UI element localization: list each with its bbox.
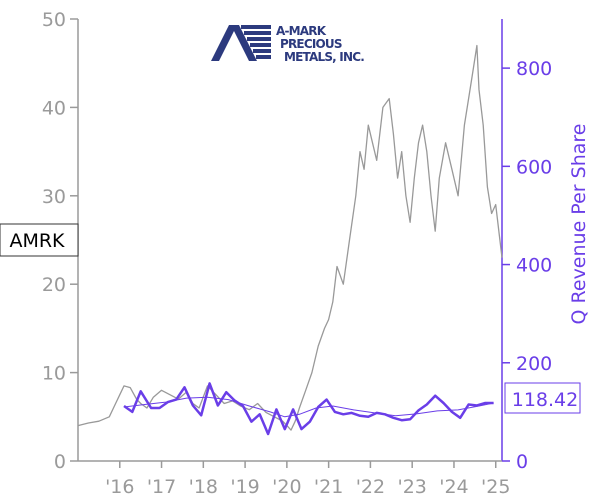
left-tick-label: 40	[42, 97, 66, 119]
x-tick-label: '16	[105, 476, 134, 498]
price-line	[77, 44, 503, 431]
x-tick-label: '17	[147, 476, 176, 498]
logo-stripe	[247, 37, 271, 41]
x-tick-label: '18	[189, 476, 218, 498]
right-tick-label: 0	[516, 451, 528, 473]
left-tick-label: 0	[54, 451, 66, 473]
x-tick-label: '22	[356, 476, 385, 498]
left-tick-label: 10	[42, 363, 66, 385]
logo-stripe	[241, 25, 271, 29]
right-tick-label: 800	[516, 58, 552, 80]
last-value-label: 118.42	[512, 389, 578, 411]
logo-stripe	[250, 43, 271, 47]
logo-text-line2: PRECIOUS	[280, 37, 342, 51]
x-tick-label: '20	[272, 476, 301, 498]
logo-mark-right	[231, 25, 257, 61]
logo-text-line3: METALS, INC.	[284, 50, 364, 64]
series-layer	[77, 44, 503, 436]
logo-stripe	[256, 55, 271, 59]
revenue-trend-line	[123, 396, 494, 418]
logo-stripe	[253, 49, 271, 53]
company-logo: A-MARK PRECIOUS METALS, INC.	[211, 24, 365, 64]
right-tick-label: 600	[516, 156, 552, 178]
left-price-axis: 0 10 20 30 40 50	[42, 9, 79, 473]
right-revenue-axis: Q Revenue Per Share 0 200 400 600 800	[501, 19, 590, 473]
ticker-label: AMRK	[9, 230, 65, 252]
x-tick-label: '21	[314, 476, 343, 498]
revenue-line	[123, 382, 494, 436]
ticker-box-frame	[0, 223, 79, 257]
x-tick-label: '25	[481, 476, 510, 498]
last-value-box-frame	[504, 382, 581, 414]
right-axis-label: Q Revenue Per Share	[568, 124, 590, 325]
ticker-box: AMRK	[0, 223, 79, 257]
left-tick-label: 30	[42, 186, 66, 208]
x-tick-label: '23	[397, 476, 426, 498]
left-tick-label: 50	[42, 9, 66, 31]
x-tick-label: '19	[230, 476, 259, 498]
last-value-box: 118.42	[504, 382, 581, 414]
x-tick-label: '24	[439, 476, 468, 498]
logo-mark-left	[211, 25, 237, 61]
left-tick-label: 20	[42, 274, 66, 296]
logo-stripe	[244, 31, 271, 35]
right-tick-label: 400	[516, 255, 552, 277]
right-tick-label: 200	[516, 353, 552, 375]
x-axis: '16 '17 '18 '19 '20 '21 '22 '23 '24 '25	[78, 460, 510, 498]
logo-text-line1: A-MARK	[276, 24, 327, 38]
